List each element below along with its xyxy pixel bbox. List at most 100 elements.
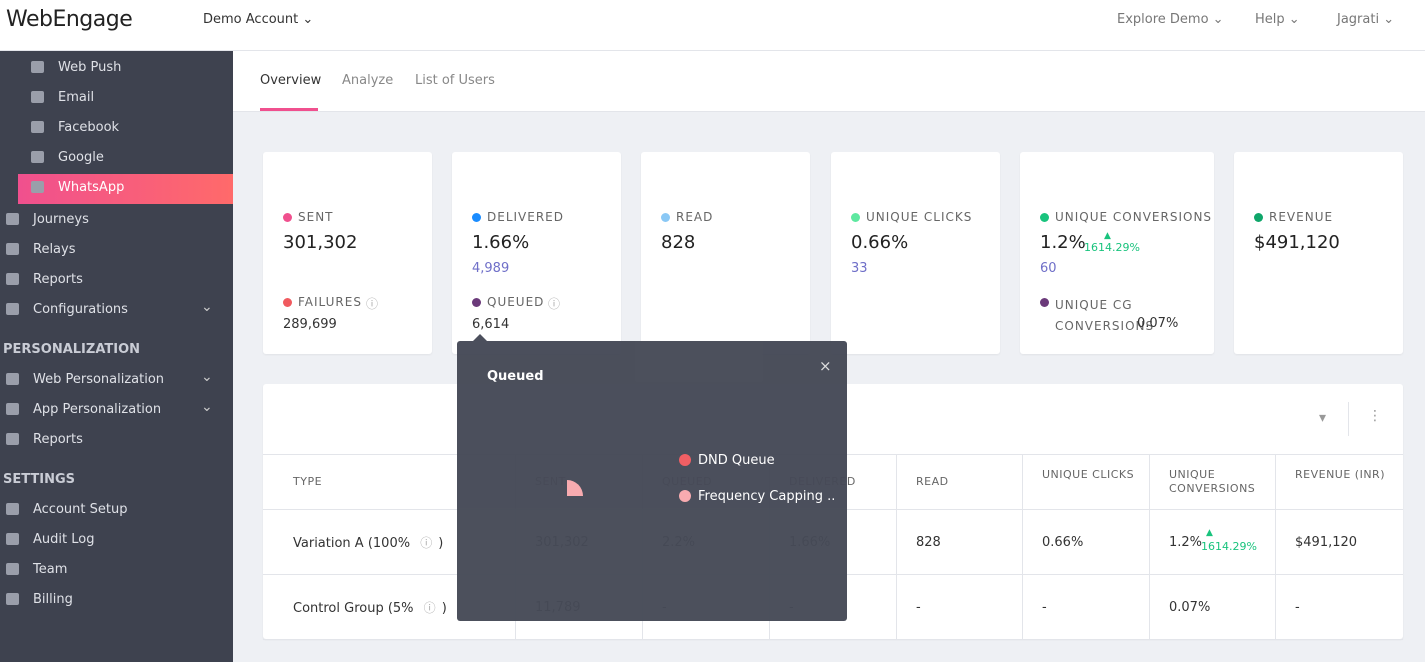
nav-label[interactable]: Explore Demo [1117, 12, 1209, 27]
chevron[interactable]: ⌄ [201, 369, 213, 385]
nav-item[interactable]: Reports [33, 272, 83, 287]
column-header: UNIQUE CONVERSIONS [1169, 468, 1256, 495]
metric-card: REVENUE $491,120 [1234, 152, 1403, 354]
nav-item[interactable]: Web Push [58, 60, 122, 75]
pie-chart [567, 480, 583, 496]
column-divider [1275, 454, 1276, 639]
metric-card: DELIVERED 1.66% 4,989 QUEUED 6,614 ⓘ [452, 152, 621, 354]
metric-value: 301,302 [283, 232, 358, 253]
status-dot [472, 213, 481, 222]
metric-label: READ [676, 210, 714, 224]
tab-underline [260, 108, 318, 111]
nav-label[interactable]: Help [1255, 12, 1285, 27]
metric-value: $491,120 [1254, 232, 1340, 253]
legend-label: DND Queue [698, 453, 775, 468]
nav-item[interactable]: Facebook [58, 120, 120, 135]
nav-label[interactable]: Jagrati [1337, 12, 1380, 27]
nav-item[interactable]: Journeys [33, 212, 89, 227]
sidebar: Web Push Email Facebook Google WhatsApp Journ… [0, 51, 233, 662]
metric-sub-value: 33 [851, 261, 868, 276]
table-cell: $491,120 [1295, 535, 1358, 550]
metric-label: UNIQUE CLICKS [866, 210, 973, 224]
metric-card: UNIQUE CONVERSIONS 1.2% ▲ 1614.29% 60 UNIQUE … [1020, 152, 1214, 354]
status-dot [472, 298, 481, 307]
nav-icon [31, 121, 44, 133]
secondary-label: FAILURES [298, 295, 362, 309]
metric-label: SENT [298, 210, 334, 224]
status-dot [661, 213, 670, 222]
popup-title: Queued [487, 369, 544, 384]
nav-item[interactable]: Help ⌄ [1255, 12, 1300, 27]
info-icon: ⓘ [420, 536, 433, 550]
nav-icon [6, 303, 19, 315]
nav-item[interactable]: Google [58, 150, 104, 165]
nav-icon [6, 243, 19, 255]
status-dot [1040, 298, 1049, 307]
nav-item[interactable]: Email [58, 90, 95, 105]
row-type: Control Group (5% ⓘ) [293, 599, 447, 616]
nav-item[interactable]: WhatsApp [58, 180, 125, 195]
row-type: Variation A (100% ⓘ) [293, 534, 443, 551]
metric-card: READ 828 [641, 152, 810, 354]
account-name[interactable]: Demo Account [203, 12, 299, 27]
legend-label: Frequency Capping .. [698, 489, 836, 504]
nav-item[interactable]: Configurations [33, 302, 128, 317]
nav-icon [31, 151, 44, 163]
info-icon: ⓘ [423, 601, 436, 615]
filter-icon[interactable]: ▾ [1319, 410, 1327, 426]
logo[interactable]: WebEngage [6, 7, 133, 32]
nav-item[interactable]: Jagrati ⌄ [1337, 12, 1395, 27]
status-dot [1040, 213, 1049, 222]
type-close: ) [438, 536, 444, 551]
chevron[interactable]: ⌄ [201, 299, 213, 315]
column-header: REVENUE (INR) [1295, 468, 1385, 481]
nav-icon [6, 273, 19, 285]
nav-item[interactable]: Billing [33, 592, 73, 607]
type-label: Control Group (5% [293, 601, 414, 616]
nav-icon [6, 563, 19, 575]
legend-swatch [679, 454, 691, 466]
pie-slice [567, 480, 583, 496]
nav-icon [6, 373, 19, 385]
section-title: SETTINGS [3, 472, 76, 487]
metric-card: SENT 301,302 FAILURES 289,699 ⓘ [263, 152, 432, 354]
nav-item[interactable]: App Personalization [33, 402, 162, 417]
nav-item[interactable]: Reports [33, 432, 83, 447]
column-header: TYPE [293, 475, 323, 488]
column-header: READ [916, 475, 949, 488]
status-dot [1254, 213, 1263, 222]
secondary-value: 6,614 [472, 317, 510, 332]
secondary-value: 289,699 [283, 317, 337, 332]
nav-item[interactable]: Account Setup [33, 502, 128, 517]
metric-value: 828 [661, 232, 696, 253]
tab[interactable]: Analyze [342, 73, 394, 88]
nav-icon [6, 433, 19, 445]
nav-icon [31, 181, 44, 193]
status-dot [283, 213, 292, 222]
table-cell: - [1042, 600, 1047, 615]
secondary-label: QUEUED [487, 295, 545, 309]
nav-item[interactable]: Web Personalization [33, 372, 165, 387]
nav-item[interactable]: Team [33, 562, 68, 577]
secondary-value: 0.07% [1137, 316, 1179, 331]
nav-item[interactable]: Audit Log [33, 532, 95, 547]
tab-bar: Overview Analyze List of Users [233, 51, 1425, 112]
tab[interactable]: Overview [260, 73, 322, 88]
nav-icon [6, 213, 19, 225]
metric-value: 0.66% [851, 232, 909, 253]
nav-item[interactable]: Explore Demo ⌄ [1117, 12, 1224, 27]
close-button[interactable]: × [819, 357, 832, 375]
table-cell: - [916, 600, 921, 615]
more-icon[interactable]: ⋮ [1368, 408, 1382, 424]
nav-icon [6, 533, 19, 545]
metric-label: UNIQUE CONVERSIONS [1055, 210, 1213, 224]
table-cell: 1.2% [1169, 535, 1203, 550]
account-switcher[interactable]: Demo Account ⌄ [203, 12, 314, 27]
section-title: PERSONALIZATION [3, 342, 141, 357]
metric-label: DELIVERED [487, 210, 564, 224]
tab[interactable]: List of Users [415, 73, 495, 88]
nav-item[interactable]: Relays [33, 242, 76, 257]
row-divider [263, 639, 1403, 640]
chevron[interactable]: ⌄ [201, 399, 213, 415]
change-arrow: ▲ [1206, 528, 1213, 538]
